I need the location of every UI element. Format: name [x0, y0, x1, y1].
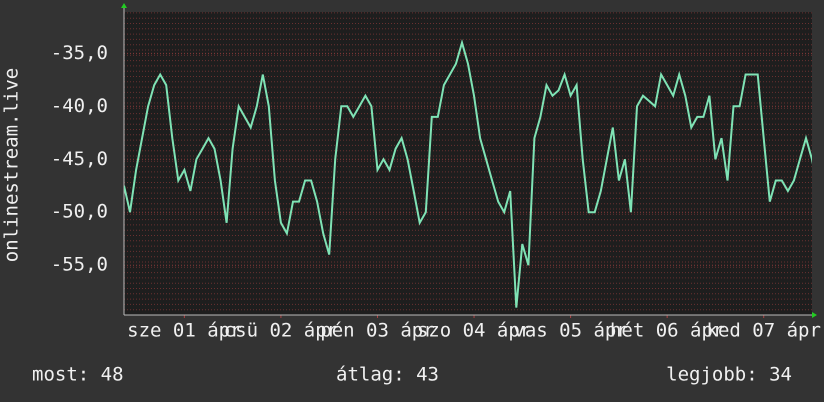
y-axis-title: onlinestream.live	[1, 68, 23, 262]
y-tick-label: -35,0	[51, 42, 108, 64]
x-tick-label: ked 07 ápr	[707, 320, 821, 342]
x-tick-label: szo 04 ápr	[417, 320, 531, 342]
footer-now: most: 48	[32, 364, 124, 386]
x-tick-label: pén 03 ápr	[320, 320, 434, 342]
x-tick-label: hét 06 ápr	[610, 320, 724, 342]
y-tick-label: -45,0	[51, 148, 108, 170]
x-tick-label: sze 01 ápr	[127, 320, 241, 342]
x-tick-label: csü 02 ápr	[224, 320, 338, 342]
footer-best: legjobb: 34	[666, 364, 792, 386]
x-axis-arrow	[812, 312, 817, 318]
x-tick-label: vas 05 ápr	[513, 320, 627, 342]
data-line	[124, 39, 812, 308]
plot-area	[124, 12, 812, 315]
y-tick-label: -55,0	[51, 254, 108, 276]
y-tick-label: -50,0	[51, 201, 108, 223]
y-axis-arrow	[121, 3, 127, 8]
footer-avg: átlag: 43	[336, 364, 439, 386]
y-tick-label: -40,0	[51, 95, 108, 117]
